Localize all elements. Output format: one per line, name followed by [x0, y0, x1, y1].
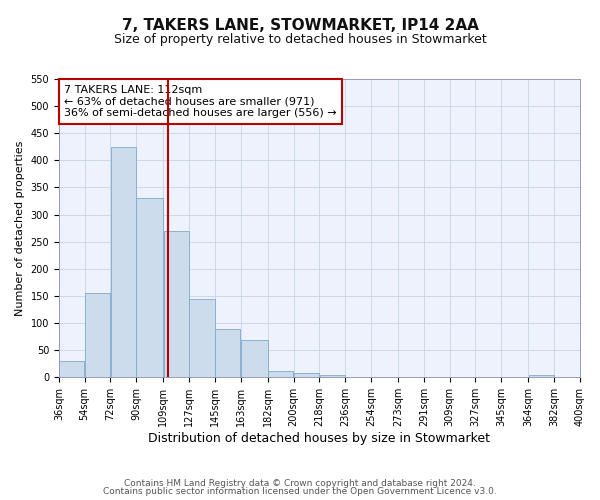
Bar — [320, 374, 345, 378]
Text: Contains public sector information licensed under the Open Government Licence v3: Contains public sector information licen… — [103, 487, 497, 496]
Bar — [110, 147, 136, 378]
Bar — [529, 374, 554, 378]
Bar — [268, 371, 293, 378]
Text: 7 TAKERS LANE: 112sqm
← 63% of detached houses are smaller (971)
36% of semi-det: 7 TAKERS LANE: 112sqm ← 63% of detached … — [64, 85, 337, 118]
Text: Size of property relative to detached houses in Stowmarket: Size of property relative to detached ho… — [113, 32, 487, 46]
Bar — [294, 373, 319, 378]
Text: 7, TAKERS LANE, STOWMARKET, IP14 2AA: 7, TAKERS LANE, STOWMARKET, IP14 2AA — [122, 18, 478, 32]
Bar — [136, 198, 163, 378]
Y-axis label: Number of detached properties: Number of detached properties — [15, 140, 25, 316]
Bar — [59, 361, 85, 378]
X-axis label: Distribution of detached houses by size in Stowmarket: Distribution of detached houses by size … — [148, 432, 490, 445]
Bar — [215, 328, 241, 378]
Bar — [241, 340, 268, 378]
Bar — [190, 298, 215, 378]
Text: Contains HM Land Registry data © Crown copyright and database right 2024.: Contains HM Land Registry data © Crown c… — [124, 478, 476, 488]
Bar — [164, 231, 189, 378]
Bar — [85, 294, 110, 378]
